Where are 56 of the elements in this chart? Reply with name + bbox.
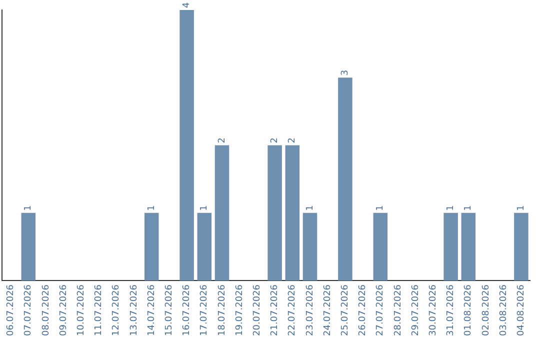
bar [197, 212, 212, 280]
data-label: 1 [376, 205, 386, 211]
x-tick-label: 01.08.2026 [464, 284, 474, 336]
bar [461, 212, 476, 280]
bar [373, 212, 388, 280]
data-label: 2 [270, 138, 280, 144]
bar [21, 212, 36, 280]
bar [285, 145, 300, 280]
x-tick-label: 31.07.2026 [446, 284, 456, 336]
x-tick-label: 30.07.2026 [428, 284, 439, 336]
data-label: 2 [217, 138, 228, 144]
x-tick-label: 19.07.2026 [234, 284, 245, 336]
data-label: 1 [446, 205, 456, 211]
x-tick-label: 14.07.2026 [146, 284, 157, 336]
x-tick-label: 22.07.2026 [288, 284, 298, 336]
x-tick-label: 08.07.2026 [41, 284, 52, 336]
data-label: 1 [200, 205, 210, 211]
x-tick-label: 02.08.2026 [481, 284, 492, 336]
x-tick-label: 12.07.2026 [112, 284, 122, 336]
data-label: 3 [340, 70, 351, 76]
bar [144, 212, 159, 280]
x-tick-label: 26.07.2026 [358, 284, 368, 336]
x-tick-label: 07.07.2026 [24, 284, 34, 336]
x-tick-label: 10.07.2026 [76, 284, 87, 336]
x-tick-label: 03.08.2026 [498, 284, 509, 336]
bar [180, 10, 194, 280]
data-label: 2 [288, 138, 298, 144]
x-tick-label: 20.07.2026 [252, 284, 263, 336]
bar [302, 212, 318, 280]
x-tick-label: 25.07.2026 [340, 284, 351, 336]
x-tick-label: 16.07.2026 [182, 284, 192, 336]
data-label: 1 [146, 205, 157, 211]
x-tick-label: 27.07.2026 [376, 284, 386, 336]
x-tick-label: 17.07.2026 [200, 284, 210, 336]
bar [268, 145, 282, 280]
x-tick-label: 28.07.2026 [393, 284, 404, 336]
x-tick-label: 06.07.2026 [6, 284, 16, 336]
data-label: 4 [182, 2, 192, 8]
x-tick-label: 18.07.2026 [217, 284, 228, 336]
x-tick-label: 11.07.2026 [94, 284, 104, 336]
bar [214, 145, 230, 280]
x-tick-label: 15.07.2026 [164, 284, 175, 336]
data-label: 1 [305, 205, 316, 211]
bar [444, 212, 458, 280]
x-tick-label: 23.07.2026 [305, 284, 316, 336]
bar [514, 212, 528, 280]
x-tick-label: 29.07.2026 [410, 284, 421, 336]
x-tick-label: 04.08.2026 [516, 284, 527, 336]
x-tick-label: 09.07.2026 [58, 284, 69, 336]
data-label: 1 [516, 205, 527, 211]
x-tick-label: 24.07.2026 [322, 284, 333, 336]
bar [338, 78, 352, 280]
x-tick-label: 13.07.2026 [129, 284, 140, 336]
x-tick-label: 21.07.2026 [270, 284, 280, 336]
data-label: 1 [464, 205, 474, 211]
data-label: 1 [24, 205, 34, 211]
